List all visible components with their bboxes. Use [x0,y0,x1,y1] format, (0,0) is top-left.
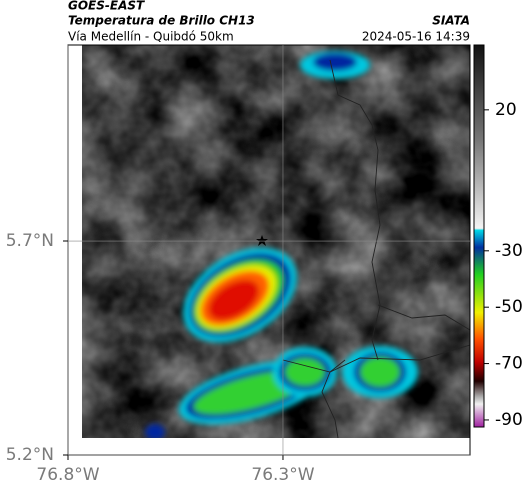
colorbar-tick-label: -90 [495,410,523,430]
colorbar-tick-label: 20 [495,100,517,120]
timestamp: 2024-05-16 14:39 [362,30,470,44]
imagery [82,45,470,438]
title: GOES-EAST [68,0,145,13]
y-tick-label: 5.7°N [6,231,54,251]
subtitle: Temperatura de Brillo CH13 [68,14,255,28]
colorbar-tick-label: -30 [495,241,523,261]
y-tick-label: 5.2°N [6,445,54,465]
source: SIATA [432,14,470,28]
x-tick-label: 76.3°W [251,465,314,485]
colorbar-tick-label: -50 [495,297,523,317]
colorbar [473,44,485,428]
x-tick-label: 76.8°W [36,465,99,485]
colorbar-tick-label: -70 [495,354,523,374]
route: Vía Medellín - Quibdó 50km [68,30,234,44]
